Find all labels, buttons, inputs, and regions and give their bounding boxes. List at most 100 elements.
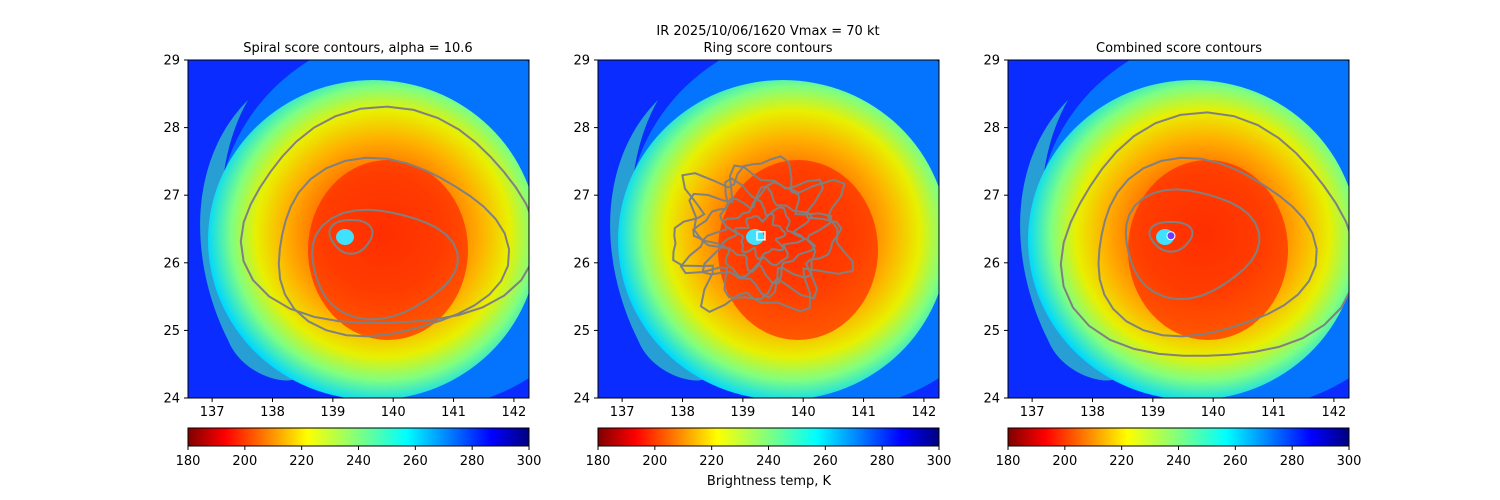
panel-ring-colorbar-tick-label-4: 260	[813, 454, 838, 469]
panel-spiral-frame	[187, 59, 530, 399]
panel-combined-x-tick-label-5: 142	[1321, 405, 1346, 420]
panel-combined-center-marker	[1166, 231, 1176, 241]
panel-ring-contour-5	[672, 155, 855, 314]
panel-ring-colorbar-tick-label-2: 220	[699, 454, 724, 469]
panel-ring-x-tick-label-2: 139	[730, 405, 755, 420]
figure-suptitle: IR 2025/10/06/1620 Vmax = 70 kt	[656, 24, 879, 39]
panel-ring-contour-1	[721, 197, 805, 274]
panel-spiral: Spiral score contours, alpha = 10.6 137 1…	[163, 41, 542, 469]
panel-ring-x-tick-label-1: 138	[670, 405, 695, 420]
panel-spiral-colorbar-ticks: 180 200 220 240 260 280 300	[176, 446, 542, 469]
panel-ring-contours	[672, 155, 855, 314]
panel-spiral-x-tick-label-3: 140	[381, 405, 406, 420]
panel-combined-contours	[1059, 111, 1349, 357]
panel-ring-contour-2	[700, 185, 817, 285]
panel-ring-colorbar-tick-label-1: 200	[642, 454, 667, 469]
panel-ring-center-marker	[756, 231, 766, 241]
panel-ring-colorbar-tick-label-0: 180	[586, 454, 611, 469]
panel-ring-colorbar-tick-label-5: 280	[870, 454, 895, 469]
panel-spiral-eye	[336, 229, 354, 245]
panel-ring-eyewall	[718, 160, 878, 340]
panel-spiral-contour-1	[311, 208, 459, 321]
panel-spiral-plot	[188, 60, 529, 398]
panel-spiral-contour-2	[277, 156, 511, 338]
panel-ring-x-tick-label-3: 140	[791, 405, 816, 420]
panel-combined-colorbar-tick-label-1: 200	[1052, 454, 1077, 469]
panel-ring-title: Ring score contours	[703, 41, 832, 56]
panel-combined-y-tick-label-5: 29	[983, 54, 1000, 69]
panel-combined-contour-3	[1059, 111, 1349, 357]
panel-combined-x-axis: 137 138 139 140 141 142	[1020, 398, 1346, 420]
panel-ring-contour-0	[733, 212, 787, 261]
panel-spiral-y-axis: 24 25 26 27 28 29	[163, 54, 188, 407]
panel-spiral-contour-0	[328, 218, 374, 255]
panel-spiral-x-tick-label-1: 138	[260, 405, 285, 420]
panel-spiral-x-tick-label-4: 141	[441, 405, 466, 420]
panel-spiral-y-tick-label-2: 26	[163, 256, 180, 271]
panel-combined-title: Combined score contours	[1096, 41, 1262, 56]
panel-combined-y-tick-label-2: 26	[983, 256, 1000, 271]
panel-ring: Ring score contours 137 138 139 140 141 142 2…	[573, 41, 952, 469]
panel-combined-contour-2	[1097, 156, 1318, 338]
panel-ring-contour-4	[679, 164, 843, 301]
panel-spiral-x-axis: 137 138 139 140 141 142	[200, 398, 526, 420]
panel-spiral-colorbar-tick-label-5: 280	[460, 454, 485, 469]
panel-spiral-title: Spiral score contours, alpha = 10.6	[243, 41, 472, 56]
panel-spiral-colorbar	[187, 427, 530, 447]
panel-combined-colorbar-tick-label-0: 180	[996, 454, 1021, 469]
panel-combined-plot	[1008, 60, 1349, 398]
panel-combined-y-axis: 24 25 26 27 28 29	[983, 54, 1008, 407]
panel-combined-x-tick-label-3: 140	[1201, 405, 1226, 420]
panel-combined: Combined score contours 137 138 139 140 141 1…	[983, 41, 1362, 469]
panel-combined-colorbar-tick-label-4: 260	[1223, 454, 1248, 469]
colorbar-label: Brightness temp, K	[707, 474, 832, 489]
panel-ring-x-tick-label-5: 142	[911, 405, 936, 420]
panel-spiral-colorbar-tick-label-3: 240	[346, 454, 371, 469]
panel-combined-colorbar-tick-label-3: 240	[1166, 454, 1191, 469]
panel-ring-colorbar-tick-label-3: 240	[756, 454, 781, 469]
panel-ring-frame	[597, 59, 940, 399]
panel-spiral-colorbar-tick-label-4: 260	[403, 454, 428, 469]
panel-ring-colorbar-tick-label-6: 300	[927, 454, 952, 469]
panel-ring-y-tick-label-4: 28	[573, 121, 590, 136]
panel-ring-y-tick-label-2: 26	[573, 256, 590, 271]
panel-spiral-contours	[239, 105, 529, 338]
panel-combined-colorbar	[1007, 427, 1350, 447]
panel-spiral-x-tick-label-5: 142	[501, 405, 526, 420]
panel-combined-colorbar-tick-label-6: 300	[1337, 454, 1362, 469]
panel-combined-y-tick-label-1: 25	[983, 324, 1000, 339]
panel-combined-x-tick-label-1: 138	[1080, 405, 1105, 420]
panel-spiral-colorbar-tick-label-6: 300	[517, 454, 542, 469]
panel-combined-contour-0	[1148, 220, 1194, 253]
panel-spiral-x-tick-label-0: 137	[200, 405, 225, 420]
panel-combined-x-tick-label-0: 137	[1020, 405, 1045, 420]
panel-combined-y-tick-label-4: 28	[983, 121, 1000, 136]
panel-combined-x-tick-label-2: 139	[1140, 405, 1165, 420]
panel-combined-contour-1	[1124, 188, 1261, 301]
panel-ring-y-tick-label-3: 27	[573, 189, 590, 204]
panel-spiral-contour-3	[239, 105, 529, 324]
panel-spiral-y-tick-label-3: 27	[163, 189, 180, 204]
panel-ring-x-tick-label-0: 137	[610, 405, 635, 420]
panel-ring-y-tick-label-1: 25	[573, 324, 590, 339]
panel-ring-y-tick-label-5: 29	[573, 54, 590, 69]
panel-ring-x-axis: 137 138 139 140 141 142	[610, 398, 936, 420]
panel-combined-eyewall	[1128, 160, 1288, 340]
panel-spiral-colorbar-tick-label-0: 180	[176, 454, 201, 469]
panel-spiral-colorbar-tick-label-2: 220	[289, 454, 314, 469]
panel-spiral-x-tick-label-2: 139	[320, 405, 345, 420]
panel-ring-colorbar	[597, 427, 940, 447]
panel-spiral-y-tick-label-0: 24	[163, 392, 180, 407]
panel-ring-x-tick-label-4: 141	[851, 405, 876, 420]
panel-spiral-y-tick-label-4: 28	[163, 121, 180, 136]
panel-combined-y-tick-label-3: 27	[983, 189, 1000, 204]
panel-spiral-eyewall	[308, 160, 468, 340]
panel-ring-y-axis: 24 25 26 27 28 29	[573, 54, 598, 407]
panel-combined-y-tick-label-0: 24	[983, 392, 1000, 407]
panel-ring-y-tick-label-0: 24	[573, 392, 590, 407]
panel-combined-x-tick-label-4: 141	[1261, 405, 1286, 420]
panel-spiral-y-tick-label-5: 29	[163, 54, 180, 69]
panel-spiral-y-tick-label-1: 25	[163, 324, 180, 339]
panel-ring-colorbar-ticks: 180 200 220 240 260 280 300	[586, 446, 952, 469]
